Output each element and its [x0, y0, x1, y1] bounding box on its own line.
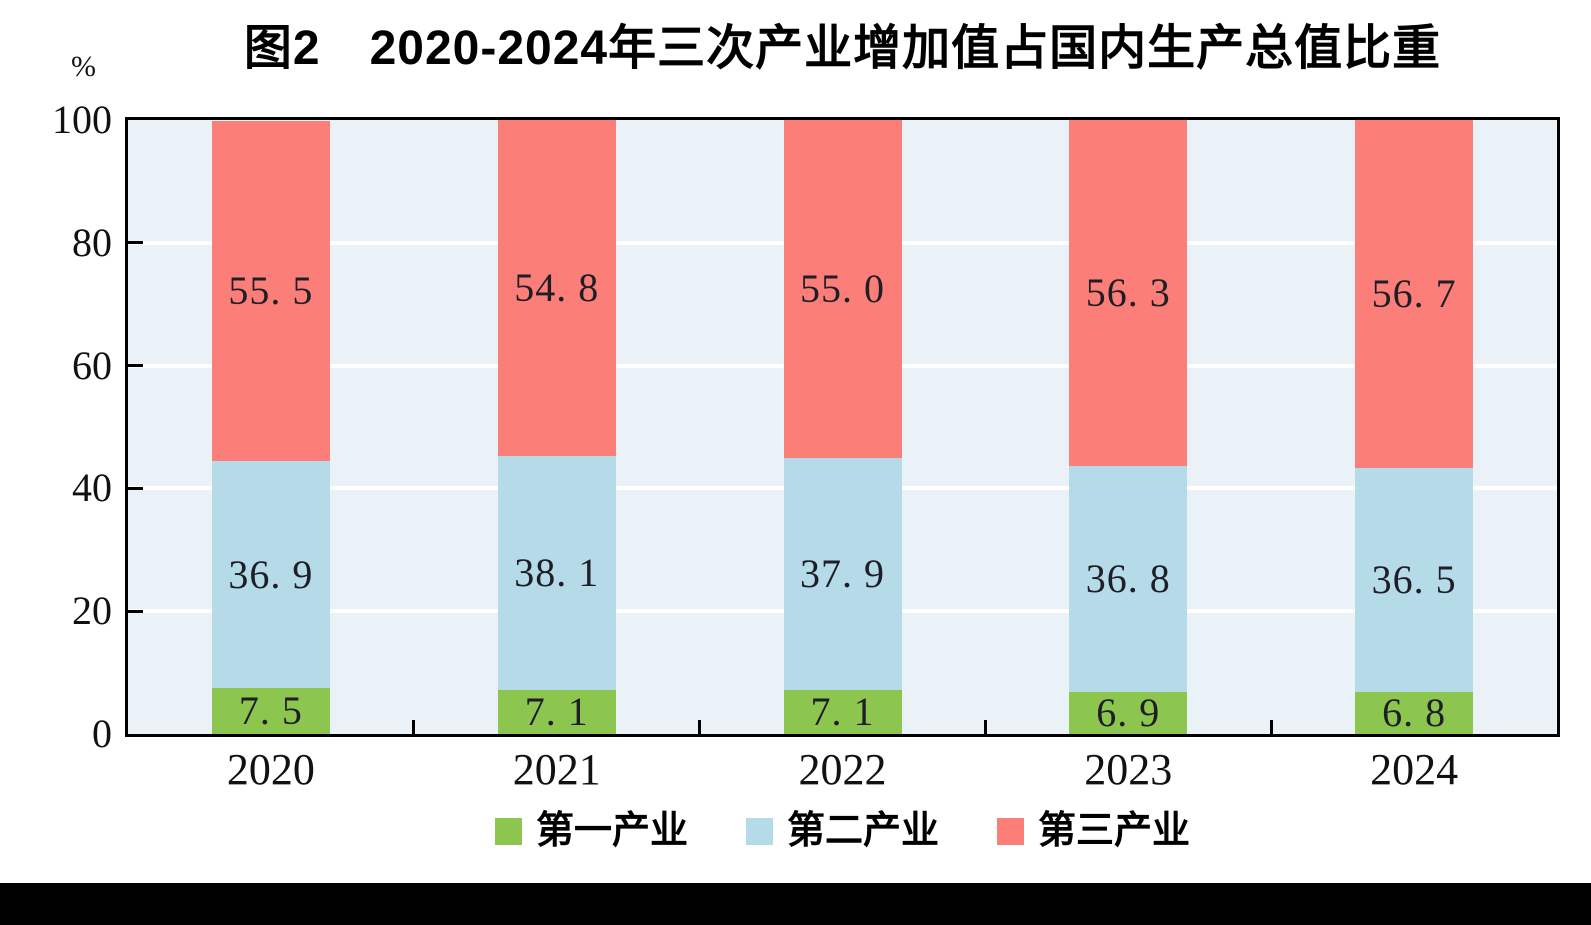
chart-title: 图2 2020-2024年三次产业增加值占国内生产总值比重	[243, 22, 1442, 75]
bar-segment-2020-第一产业: 7. 5	[211, 687, 330, 734]
x-tick-2	[698, 720, 702, 734]
bar-value-label: 36. 8	[1085, 555, 1171, 601]
y-axis-label-20: 20	[72, 588, 112, 634]
legend-item-2: 第二产业	[745, 810, 939, 852]
bar-segment-2023-第一产业: 6. 9	[1069, 689, 1188, 735]
bar-segment-2024-第二产业: 36. 5	[1355, 468, 1474, 693]
legend-label-2: 第二产业	[786, 810, 939, 852]
bar-value-label: 54. 8	[514, 265, 600, 311]
bar-value-label: 36. 5	[1371, 557, 1457, 603]
bar-value-label: 7. 1	[524, 689, 589, 735]
x-tick-3	[983, 720, 987, 734]
bar-segment-2021-第一产业: 7. 1	[497, 689, 616, 735]
legend-item-1: 第一产业	[494, 810, 688, 852]
x-axis-label-2022: 2022	[798, 745, 887, 794]
bar-segment-2022-第二产业: 37. 9	[783, 457, 902, 691]
bar-value-label: 6. 8	[1382, 690, 1447, 736]
y-axis-label-0: 0	[92, 711, 112, 756]
bar-2021: 7. 1 38. 1 54. 8	[497, 120, 616, 735]
bar-2022: 7. 1 37. 9 55. 0	[783, 120, 902, 735]
bar-value-label: 56. 7	[1371, 271, 1457, 317]
y-axis-label-100: 100	[52, 97, 112, 142]
bar-2023: 6. 9 36. 8 56. 3	[1069, 120, 1188, 735]
bar-value-label: 56. 3	[1085, 269, 1171, 315]
bar-2020: 7. 5 36. 9 55. 5	[211, 120, 330, 734]
bar-segment-2021-第二产业: 38. 1	[497, 456, 616, 691]
y-axis-label-40: 40	[72, 465, 112, 511]
y-axis-label-60: 60	[72, 342, 112, 388]
y-tick-20	[128, 609, 143, 613]
bar-value-label: 7. 5	[238, 687, 303, 733]
bar-value-label: 37. 9	[800, 551, 885, 597]
bar-segment-2024-第三产业: 56. 7	[1355, 120, 1474, 469]
y-tick-60	[128, 364, 143, 368]
x-tick-1	[412, 720, 416, 734]
x-axis-label-2023: 2023	[1084, 745, 1173, 794]
bar-segment-2022-第一产业: 7. 1	[783, 689, 902, 735]
legend-label-1: 第一产业	[535, 810, 688, 852]
x-axis-label-2021: 2021	[512, 745, 601, 794]
legend: 第一产业 第二产业 第三产业	[125, 812, 1560, 850]
x-axis-label-2020: 2020	[226, 745, 315, 794]
bar-value-label: 38. 1	[514, 550, 600, 596]
legend-swatch-1	[494, 817, 522, 845]
x-tick-4	[1269, 720, 1273, 734]
bar-2024: 6. 8 36. 5 56. 7	[1355, 120, 1474, 736]
bar-segment-2021-第三产业: 54. 8	[497, 120, 616, 457]
y-tick-80	[128, 241, 143, 245]
plot-area: 7. 5 36. 9 55. 5 7. 1 38. 1 54. 8 7. 1 37. 9 55.…	[125, 117, 1560, 737]
bar-segment-2022-第三产业: 55. 0	[783, 120, 902, 458]
bar-segment-2020-第二产业: 36. 9	[211, 461, 330, 688]
bar-value-label: 6. 9	[1096, 689, 1161, 735]
y-tick-40	[128, 486, 143, 490]
bar-value-label: 7. 1	[810, 689, 875, 735]
bar-segment-2023-第三产业: 56. 3	[1069, 120, 1188, 466]
legend-item-3: 第三产业	[997, 812, 1190, 850]
bar-value-label: 55. 0	[800, 265, 885, 311]
bar-value-label: 55. 5	[228, 268, 314, 313]
x-axis-label-2024: 2024	[1370, 745, 1459, 794]
legend-swatch-2	[745, 817, 773, 845]
y-axis-unit-label: %	[71, 50, 96, 83]
y-axis-label-80: 80	[72, 219, 112, 265]
bar-value-label: 36. 9	[228, 551, 314, 597]
bar-segment-2020-第三产业: 55. 5	[211, 120, 330, 462]
bar-segment-2024-第一产业: 6. 8	[1355, 690, 1474, 736]
legend-label-3: 第三产业	[1038, 810, 1191, 852]
bar-segment-2023-第二产业: 36. 8	[1069, 465, 1188, 692]
legend-swatch-3	[997, 817, 1024, 845]
bottom-black-bar	[0, 883, 1591, 925]
